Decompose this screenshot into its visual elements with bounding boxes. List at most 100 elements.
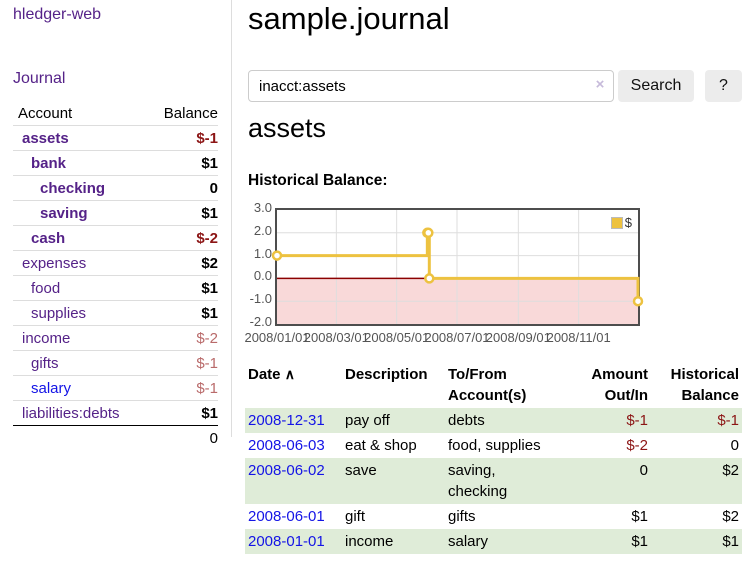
account-row: expenses $2 (13, 250, 218, 276)
transaction-date-link[interactable]: 2008-12-31 (248, 412, 325, 429)
account-link[interactable]: assets (22, 130, 69, 147)
transaction-date-link[interactable]: 2008-06-03 (248, 437, 325, 454)
account-link[interactable]: expenses (22, 255, 87, 272)
account-link[interactable]: bank (31, 155, 67, 172)
transaction-amount: 0 (639, 462, 648, 479)
account-cell: saving (13, 200, 149, 226)
register-header-date[interactable]: Date ∧ (248, 366, 295, 383)
account-balance: $1 (148, 300, 218, 326)
account-row: saving $1 (13, 200, 218, 226)
account-row: liabilities:debts $1 (13, 400, 218, 426)
account-row: cash $-2 (13, 225, 218, 251)
account-row: checking 0 (13, 175, 218, 201)
transaction-date: 2008-01-01 (245, 529, 342, 554)
transaction-date-link[interactable]: 2008-06-02 (248, 462, 325, 479)
sidebar-item-journal[interactable]: Journal (13, 70, 66, 87)
account-link[interactable]: supplies (31, 305, 87, 322)
historical-balance-chart: $ 3.0 2.0 1.0 0.0 -1.0 -2.0 2008/01/01 2008/03/… (244, 200, 644, 347)
account-row: assets $-1 (13, 125, 218, 151)
transaction-date-link[interactable]: 2008-01-01 (248, 533, 325, 550)
account-link[interactable]: food (31, 280, 61, 297)
account-balance: $-2 (148, 325, 218, 351)
page-title: sample.journal (248, 1, 450, 36)
account-row: bank $1 (13, 150, 218, 176)
account-balance: $1 (148, 275, 218, 301)
account-cell: assets (13, 125, 149, 151)
x-axis-tick-label: 2008/11/01 (546, 330, 611, 345)
register-header-accounts: To/From Account(s) (448, 366, 527, 404)
account-cell: liabilities:debts (13, 400, 149, 426)
account-link[interactable]: liabilities:debts (22, 405, 120, 422)
y-axis-tick-label: 3.0 (253, 200, 272, 215)
transaction-amount: $1 (631, 508, 648, 525)
chart-legend-label: $ (624, 215, 632, 230)
transaction-balance: $2 (722, 462, 739, 479)
transaction-description: pay off (345, 412, 390, 429)
y-axis-tick-label: 1.0 (253, 245, 272, 261)
account-column-header: Account (18, 105, 73, 122)
transaction-amount: $-2 (626, 437, 648, 454)
x-axis-tick-label: 2008/07/01 (424, 330, 490, 345)
search-button[interactable]: Search (618, 70, 694, 102)
series-color-swatch-icon (610, 216, 623, 229)
search-bar: × Search ? (248, 70, 742, 102)
transaction-accounts: debts (448, 412, 485, 429)
account-cell: supplies (13, 300, 149, 326)
transaction-balance: 0 (730, 437, 739, 454)
y-axis-tick-label: 0.0 (253, 268, 272, 284)
register-header-description: Description (345, 366, 428, 383)
chart-title: Historical Balance: (248, 172, 388, 189)
transaction-description: income (345, 533, 394, 550)
chart-plot-area: $ (271, 208, 644, 326)
main-content: sample.journal × Search ? assets Histori… (244, 0, 742, 582)
account-link[interactable]: salary (31, 380, 72, 397)
register-row: 2008-06-03 eat & shop food, supplies $-2 0 (245, 433, 742, 458)
account-row: salary $-1 (13, 375, 218, 401)
account-row: supplies $1 (13, 300, 218, 326)
account-cell: expenses (13, 250, 149, 276)
account-balance: $-1 (148, 350, 218, 376)
transaction-accounts: salary (448, 533, 489, 550)
account-balance: $-1 (148, 125, 218, 151)
accounts-table: Account Balance assets $-1 bank $1 checking 0… (13, 101, 218, 450)
accounts-table-header: Account Balance (13, 101, 218, 126)
chart-legend: $ (608, 214, 634, 231)
x-axis-tick-label: 2008/01/01 (244, 330, 310, 345)
search-input[interactable] (248, 70, 614, 102)
transaction-amount: $1 (631, 533, 648, 550)
transaction-description: eat & shop (345, 437, 417, 454)
x-axis-tick-label: 2008/05/01 (364, 330, 430, 345)
register-row: 2008-01-01 income salary $1 $1 (245, 529, 742, 554)
transaction-accounts: food, supplies (448, 437, 541, 454)
account-balance: $2 (148, 250, 218, 276)
app-title-link[interactable]: hledger-web (13, 6, 102, 23)
account-link[interactable]: checking (40, 180, 106, 197)
account-cell: income (13, 325, 149, 351)
register-header-amount: Amount Out/In (591, 366, 648, 404)
x-axis-tick-label: 2008/09/01 (485, 330, 551, 345)
account-balance: $1 (148, 200, 218, 226)
transaction-date-link[interactable]: 2008-06-01 (248, 508, 325, 525)
transaction-date: 2008-06-01 (245, 504, 342, 529)
account-cell: food (13, 275, 149, 301)
account-heading: assets (248, 113, 327, 143)
register-table: Date ∧ Description To/From Account(s) Am… (245, 362, 742, 554)
account-link[interactable]: gifts (31, 355, 59, 372)
account-cell: cash (13, 225, 149, 251)
account-cell: checking (13, 175, 149, 201)
sort-ascending-icon: ∧ (284, 366, 295, 382)
account-row: gifts $-1 (13, 350, 218, 376)
register-row: 2008-06-01 gift gifts $1 $2 (245, 504, 742, 529)
account-link[interactable]: cash (31, 230, 66, 247)
clear-search-icon[interactable]: × (595, 76, 605, 93)
transaction-date: 2008-06-02 (245, 458, 342, 504)
accounts-total-row: 0 (13, 425, 218, 450)
register-row: 2008-06-02 save saving, checking 0 $2 (245, 458, 742, 504)
register-row: 2008-12-31 pay off debts $-1 $-1 (245, 408, 742, 433)
x-axis-tick-label: 2008/03/01 (303, 330, 369, 345)
account-balance: $1 (148, 150, 218, 176)
account-cell: gifts (13, 350, 149, 376)
help-button[interactable]: ? (705, 70, 742, 102)
account-link[interactable]: saving (40, 205, 88, 222)
account-link[interactable]: income (22, 330, 71, 347)
